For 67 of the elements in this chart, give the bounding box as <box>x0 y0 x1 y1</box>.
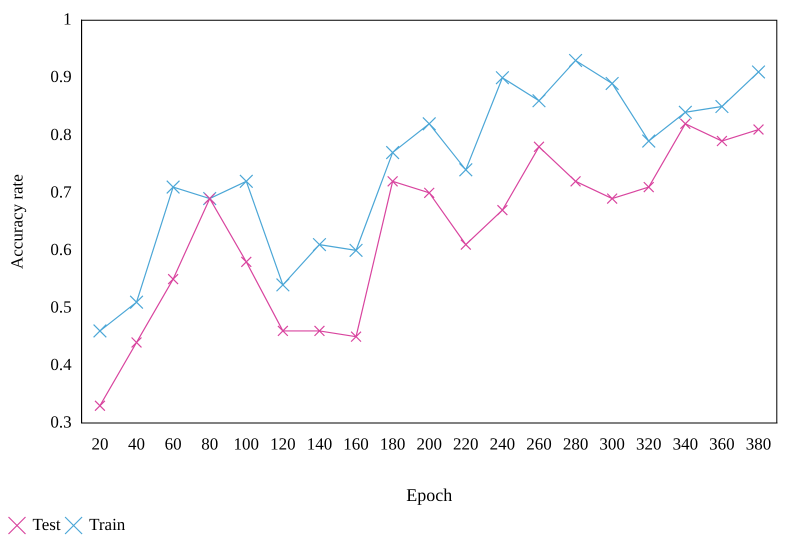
y-axis-title: Accuracy rate <box>8 174 27 270</box>
x-tick-label: 360 <box>709 434 735 454</box>
point <box>130 295 144 310</box>
point <box>424 187 435 198</box>
point <box>716 135 728 147</box>
point <box>350 331 362 342</box>
point <box>568 54 583 68</box>
x-tick-label: 100 <box>234 434 260 454</box>
x-tick-label: 240 <box>490 434 516 454</box>
point <box>495 70 510 85</box>
point <box>642 134 656 148</box>
y-tick-label: 0.8 <box>50 124 72 144</box>
x-tick-label: 280 <box>562 434 588 454</box>
x-tick-label: 320 <box>636 434 662 454</box>
point <box>314 325 326 336</box>
x-tick-label: 340 <box>672 434 698 454</box>
point <box>752 65 766 79</box>
x-tick-label: 120 <box>270 434 296 454</box>
point <box>422 116 436 131</box>
y-tick-label: 0.9 <box>50 67 72 86</box>
x-tick-label: 80 <box>201 434 218 454</box>
x-tick-label: 140 <box>306 434 332 454</box>
point <box>130 336 142 348</box>
point <box>387 176 398 187</box>
legend-label: Train <box>89 514 126 534</box>
x-tick-label: 40 <box>128 434 146 454</box>
point <box>714 100 729 114</box>
x-tick-label: 160 <box>343 434 369 454</box>
x-tick-label: 380 <box>746 434 772 454</box>
point <box>312 238 326 252</box>
point <box>678 105 692 120</box>
x-tick-label: 260 <box>526 434 552 454</box>
point <box>496 204 508 216</box>
point <box>168 274 179 285</box>
point <box>532 94 546 108</box>
x-tick-label: 180 <box>380 434 406 454</box>
point <box>752 124 764 136</box>
point <box>166 180 180 194</box>
point <box>460 239 472 250</box>
point <box>570 176 582 187</box>
point <box>386 146 400 160</box>
x-tick-label: 300 <box>599 434 625 454</box>
point <box>349 243 364 258</box>
point <box>605 76 620 90</box>
y-tick-label: 1 <box>63 10 72 29</box>
y-tick-label: 0.7 <box>50 182 72 202</box>
y-tick-label: 0.6 <box>50 240 72 259</box>
point <box>240 256 252 268</box>
point <box>239 174 254 188</box>
point <box>643 182 654 193</box>
y-tick-label: 0.3 <box>50 412 72 432</box>
point <box>606 193 618 204</box>
y-tick-label: 0.4 <box>50 354 72 374</box>
x-axis-title: Epoch <box>406 484 452 505</box>
point <box>458 162 473 177</box>
point <box>94 400 106 412</box>
x-tick-label: 20 <box>91 434 108 454</box>
y-tick-label: 0.5 <box>50 297 72 316</box>
point <box>680 118 691 130</box>
point <box>277 325 288 336</box>
legend-label: Test <box>32 514 61 534</box>
x-tick-label: 220 <box>453 434 479 454</box>
point <box>533 141 545 152</box>
point <box>92 324 107 338</box>
x-tick-label: 60 <box>164 434 182 454</box>
point <box>276 278 290 292</box>
x-tick-label: 200 <box>416 434 442 454</box>
